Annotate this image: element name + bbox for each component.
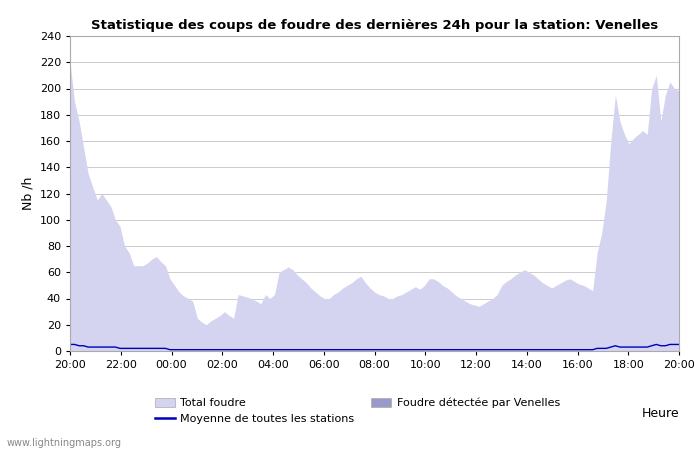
Y-axis label: Nb /h: Nb /h <box>21 177 34 210</box>
Legend: Total foudre, Moyenne de toutes les stations, Foudre détectée par Venelles: Total foudre, Moyenne de toutes les stat… <box>155 397 560 424</box>
Title: Statistique des coups de foudre des dernières 24h pour la station: Venelles: Statistique des coups de foudre des dern… <box>91 19 658 32</box>
Text: www.lightningmaps.org: www.lightningmaps.org <box>7 438 122 448</box>
Text: Heure: Heure <box>641 407 679 420</box>
